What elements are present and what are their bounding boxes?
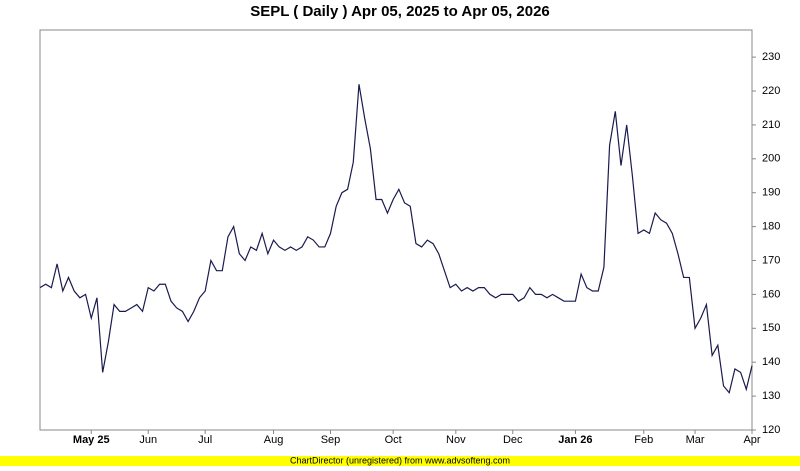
price-line xyxy=(39,84,753,395)
y-tick-label: 150 xyxy=(762,322,780,334)
x-tick-label: Mar xyxy=(686,434,705,446)
footer: ChartDirector (unregistered) from www.ad… xyxy=(290,455,510,465)
y-tick-label: 230 xyxy=(762,51,780,63)
y-tick-label: 130 xyxy=(762,390,780,402)
y-tick-label: 210 xyxy=(762,119,780,131)
y-tick-label: 140 xyxy=(762,356,780,368)
y-tick-label: 160 xyxy=(762,288,780,300)
x-tick-label: Apr xyxy=(743,434,760,446)
x-tick-label: Aug xyxy=(264,434,284,446)
y-tick-label: 200 xyxy=(762,153,780,165)
y-tick-label: 180 xyxy=(762,221,780,233)
plot-area xyxy=(39,29,753,431)
y-tick-label: 170 xyxy=(762,254,780,266)
x-tick-label: Feb xyxy=(634,434,653,446)
y-tick-label: 120 xyxy=(762,424,780,436)
x-tick-label: Dec xyxy=(503,434,523,446)
x-tick-label: Jul xyxy=(198,434,212,446)
x-tick-label: Jan 26 xyxy=(558,434,592,446)
x-tick-label: Oct xyxy=(385,434,402,446)
x-tick-label: Sep xyxy=(321,434,341,446)
x-tick-label: Jun xyxy=(139,434,157,446)
x-tick-label: Nov xyxy=(446,434,466,446)
x-tick-label: May 25 xyxy=(73,434,110,446)
chart-title: SEPL ( Daily ) Apr 05, 2025 to Apr 05, 2… xyxy=(250,3,550,20)
y-tick-label: 220 xyxy=(762,85,780,97)
footer-bar xyxy=(0,456,800,466)
y-tick-label: 190 xyxy=(762,187,780,199)
